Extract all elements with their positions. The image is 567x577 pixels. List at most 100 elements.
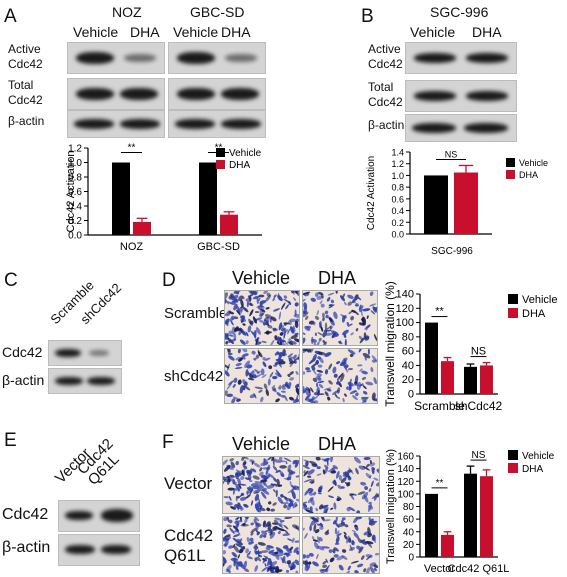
stained-cell bbox=[371, 392, 376, 401]
stained-cell bbox=[305, 386, 310, 396]
stained-cell bbox=[286, 560, 291, 563]
stained-cell bbox=[242, 461, 247, 466]
stained-cell bbox=[346, 481, 351, 487]
micrograph-f-vector-dha bbox=[302, 456, 380, 514]
y-tick-label: 100 bbox=[397, 489, 414, 500]
stained-cell bbox=[223, 550, 227, 555]
stained-cell bbox=[233, 545, 240, 553]
stained-cell bbox=[277, 484, 283, 487]
stained-cell bbox=[295, 570, 299, 573]
stained-cell bbox=[330, 457, 334, 463]
stained-cell bbox=[275, 489, 278, 497]
legend: Vehicle DHA bbox=[508, 450, 555, 475]
stained-cell bbox=[318, 291, 324, 296]
stained-cell bbox=[253, 543, 258, 549]
stained-cell bbox=[294, 383, 299, 388]
stained-cell bbox=[344, 524, 349, 528]
stained-cell bbox=[353, 457, 361, 464]
stained-cell bbox=[264, 529, 270, 533]
stained-cell bbox=[263, 383, 268, 390]
row-label-vector-f: Vector bbox=[164, 474, 213, 493]
stained-cell bbox=[321, 546, 330, 549]
stained-cell bbox=[248, 541, 255, 545]
stained-cell bbox=[274, 569, 283, 573]
stained-cell bbox=[312, 491, 317, 496]
stained-cell bbox=[342, 549, 347, 553]
blot-c-actin bbox=[48, 368, 122, 394]
group-label-noz: NOZ bbox=[112, 4, 142, 20]
stained-cell bbox=[246, 552, 251, 556]
significance-label: ** bbox=[128, 143, 136, 154]
stained-cell bbox=[238, 483, 242, 489]
stained-cell bbox=[254, 480, 263, 486]
stained-cell bbox=[233, 534, 240, 538]
stained-cell bbox=[337, 396, 341, 400]
stained-cell bbox=[253, 357, 257, 361]
y-tick-label: 60 bbox=[403, 515, 415, 526]
stained-cell bbox=[231, 294, 239, 300]
stained-cell bbox=[305, 315, 309, 320]
stained-cell bbox=[241, 330, 245, 333]
stained-cell bbox=[336, 555, 344, 561]
stained-cell bbox=[242, 379, 247, 386]
x-category-label: Vector bbox=[424, 563, 456, 575]
stained-cell bbox=[293, 547, 299, 553]
y-tick-label: 40 bbox=[403, 527, 415, 538]
stained-cell bbox=[365, 324, 371, 329]
stained-cell bbox=[362, 390, 368, 395]
stained-cell bbox=[283, 504, 287, 509]
stained-cell bbox=[225, 501, 233, 506]
stained-cell bbox=[323, 327, 331, 332]
legend-swatch-dha bbox=[508, 308, 518, 318]
stained-cell bbox=[341, 517, 346, 521]
stained-cell bbox=[350, 315, 354, 321]
stained-cell bbox=[265, 522, 270, 528]
stained-cell bbox=[340, 477, 347, 483]
stained-cell bbox=[313, 541, 319, 550]
stained-cell bbox=[333, 333, 337, 338]
stained-cell bbox=[260, 396, 264, 403]
stained-cell bbox=[269, 530, 273, 536]
legend-swatch-vehicle bbox=[216, 148, 225, 157]
stained-cell bbox=[376, 493, 379, 498]
stained-cell bbox=[322, 469, 326, 475]
stained-cell bbox=[238, 493, 243, 499]
stained-cell bbox=[233, 298, 239, 303]
stained-cell bbox=[304, 393, 311, 401]
stained-cell bbox=[368, 518, 374, 526]
stained-cell bbox=[245, 369, 249, 377]
stained-cell bbox=[353, 532, 359, 539]
blot-a-total-1 bbox=[67, 78, 165, 110]
stained-cell bbox=[351, 309, 357, 313]
legend: Vehicle DHA bbox=[508, 294, 557, 320]
stained-cell bbox=[321, 458, 328, 462]
y-tick-label: 120 bbox=[396, 303, 414, 315]
micrograph-f-q61l-vehicle bbox=[222, 516, 300, 574]
stained-cell bbox=[260, 368, 265, 376]
stained-cell bbox=[270, 316, 277, 322]
stained-cell bbox=[363, 457, 371, 461]
stained-cell bbox=[255, 317, 263, 321]
stained-cell bbox=[308, 561, 312, 565]
stained-cell bbox=[316, 517, 320, 520]
stained-cell bbox=[354, 294, 359, 301]
x-category-label: NOZ bbox=[120, 241, 144, 253]
stained-cell bbox=[321, 517, 325, 521]
stained-cell bbox=[248, 485, 254, 492]
stained-cell bbox=[303, 503, 308, 508]
stained-cell bbox=[338, 474, 343, 481]
stained-cell bbox=[295, 370, 299, 375]
stained-cell bbox=[294, 559, 299, 566]
stained-cell bbox=[242, 523, 246, 526]
x-category-label: Cdc42 Q61L bbox=[448, 563, 510, 575]
stained-cell bbox=[325, 568, 329, 573]
stained-cell bbox=[311, 338, 317, 343]
legend-label: DHA bbox=[522, 308, 546, 320]
stained-cell bbox=[312, 561, 319, 567]
stained-cell bbox=[289, 360, 296, 365]
stained-cell bbox=[258, 389, 263, 393]
stained-cell bbox=[294, 320, 299, 328]
stained-cell bbox=[340, 486, 345, 489]
stained-cell bbox=[239, 517, 242, 522]
